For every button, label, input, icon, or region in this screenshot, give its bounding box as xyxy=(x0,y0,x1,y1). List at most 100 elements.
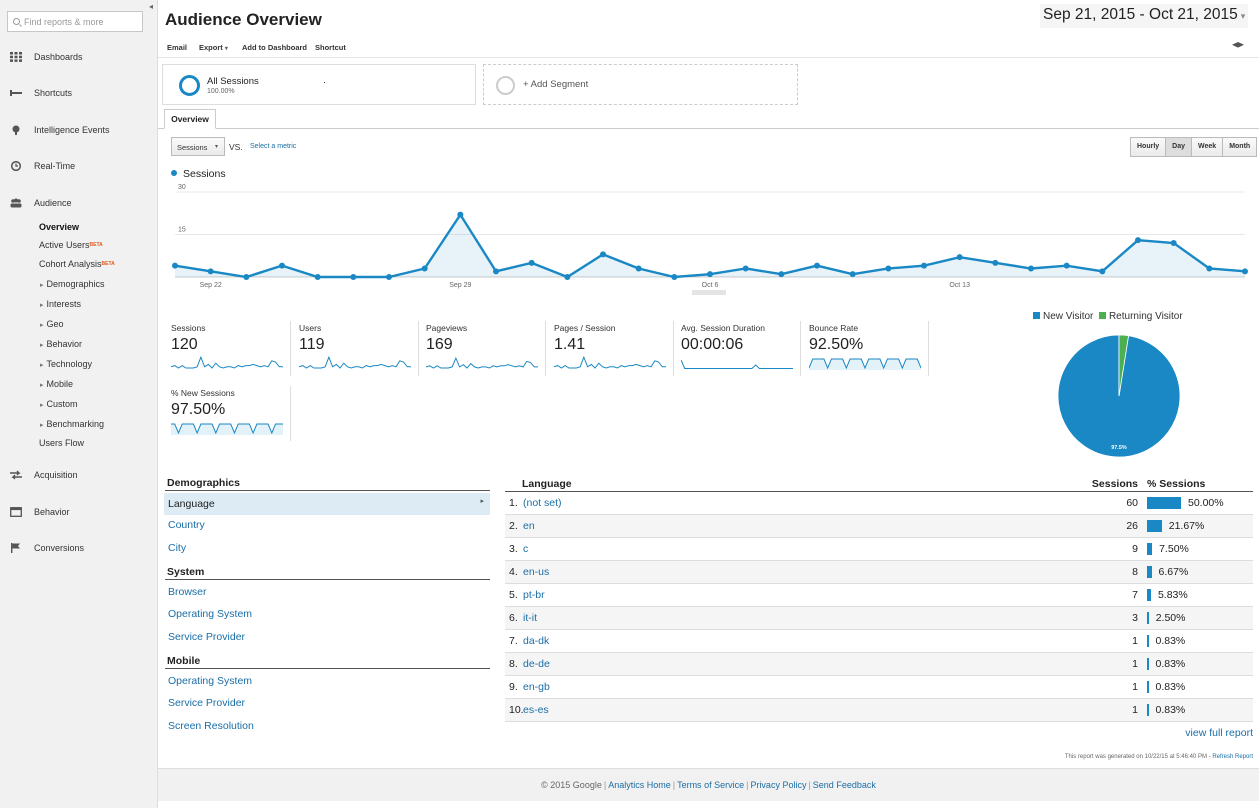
metric-card-sessions[interactable]: Sessions 120 xyxy=(165,321,291,376)
report-search-input[interactable]: Find reports & more xyxy=(7,11,143,32)
sidebar-item-benchmarking[interactable]: Benchmarking xyxy=(40,418,105,432)
interval-week-button[interactable]: Week xyxy=(1192,138,1224,156)
data-point[interactable] xyxy=(564,274,571,280)
sidebar-item-technology[interactable]: Technology xyxy=(40,358,93,372)
terms-link[interactable]: Terms of Service xyxy=(677,780,745,790)
sidebar-item-behavior[interactable]: Behavior xyxy=(40,338,83,352)
interval-day-button[interactable]: Day xyxy=(1166,138,1193,156)
refresh-report-link[interactable]: Refresh Report xyxy=(1212,754,1253,760)
data-point[interactable] xyxy=(493,268,499,275)
sidebar-item-custom[interactable]: Custom xyxy=(40,398,78,412)
shortcut-button[interactable]: Shortcut xyxy=(315,43,346,52)
language-link[interactable]: en-us xyxy=(523,566,550,578)
data-point[interactable] xyxy=(457,211,464,218)
chart-resize-handle[interactable] xyxy=(692,290,726,295)
nav-dashboards[interactable]: Dashboards xyxy=(0,47,157,67)
privacy-link[interactable]: Privacy Policy xyxy=(750,780,807,790)
language-link[interactable]: en xyxy=(523,520,535,532)
metric-card-pages-per-session[interactable]: Pages / Session 1.41 xyxy=(548,321,674,376)
date-range-picker[interactable]: Sep 21, 2015 - Oct 21, 2015 ▾ xyxy=(1040,4,1249,28)
sidebar-item-interests[interactable]: Interests xyxy=(40,298,82,312)
data-point[interactable] xyxy=(600,251,606,258)
data-point[interactable] xyxy=(207,268,214,275)
interval-hourly-button[interactable]: Hourly xyxy=(1131,138,1167,156)
data-point[interactable] xyxy=(1170,240,1177,246)
sidebar-item-active-users[interactable]: Active UsersBETA xyxy=(39,239,103,251)
nav-audience[interactable]: Audience xyxy=(0,193,157,213)
language-link[interactable]: c xyxy=(523,543,529,555)
data-point[interactable] xyxy=(386,274,392,280)
send-feedback-link[interactable]: Send Feedback xyxy=(812,780,876,790)
nav-conversions[interactable]: Conversions xyxy=(0,538,157,558)
data-point[interactable] xyxy=(707,271,713,278)
mobile-screen-resolution-link[interactable]: Screen Resolution xyxy=(168,720,254,732)
data-point[interactable] xyxy=(921,262,927,269)
sidebar-item-demographics[interactable]: Demographics xyxy=(40,278,105,292)
nav-intelligence-events[interactable]: Intelligence Events xyxy=(0,120,157,140)
system-os-link[interactable]: Operating System xyxy=(168,608,253,620)
system-service-provider-link[interactable]: Service Provider xyxy=(168,631,246,643)
data-point[interactable] xyxy=(172,262,178,269)
language-link[interactable]: da-dk xyxy=(523,635,550,647)
data-point[interactable] xyxy=(279,262,285,269)
demographics-language-item[interactable]: Language ▸ xyxy=(164,493,490,515)
data-point[interactable] xyxy=(885,265,892,272)
system-browser-link[interactable]: Browser xyxy=(168,586,207,598)
language-link[interactable]: es-es xyxy=(523,704,549,716)
metric-card-pageviews[interactable]: Pageviews 169 xyxy=(420,321,546,376)
language-link[interactable]: de-de xyxy=(523,658,550,670)
data-point[interactable] xyxy=(350,274,357,280)
language-link[interactable]: pt-br xyxy=(523,589,545,601)
data-point[interactable] xyxy=(1242,268,1248,275)
data-point[interactable] xyxy=(635,265,642,272)
nav-real-time[interactable]: Real-Time xyxy=(0,156,157,176)
graduation-cap-icon[interactable] xyxy=(1232,42,1244,48)
data-point[interactable] xyxy=(1063,262,1070,269)
sidebar-item-users-flow[interactable]: Users Flow xyxy=(39,438,85,448)
data-point[interactable] xyxy=(1099,268,1106,275)
pie-slice-returning-visitor[interactable] xyxy=(1118,334,1130,397)
data-point[interactable] xyxy=(243,274,250,280)
email-button[interactable]: Email xyxy=(167,43,188,52)
data-point[interactable] xyxy=(421,265,428,272)
data-point[interactable] xyxy=(814,262,820,269)
data-point[interactable] xyxy=(992,259,999,266)
demographics-city-link[interactable]: City xyxy=(168,542,187,554)
data-point[interactable] xyxy=(742,265,749,272)
add-to-dashboard-button[interactable]: Add to Dashboard xyxy=(242,43,307,52)
analytics-home-link[interactable]: Analytics Home xyxy=(608,780,671,790)
nav-behavior[interactable]: Behavior xyxy=(0,502,157,522)
sidebar-item-mobile[interactable]: Mobile xyxy=(40,378,74,392)
data-point[interactable] xyxy=(849,271,856,278)
view-full-report-link[interactable]: view full report xyxy=(1185,727,1253,739)
nav-shortcuts[interactable]: Shortcuts xyxy=(0,83,157,103)
data-point[interactable] xyxy=(1028,265,1034,272)
export-button[interactable]: Export ▾ xyxy=(199,43,228,52)
data-point[interactable] xyxy=(671,274,678,280)
data-point[interactable] xyxy=(956,254,963,261)
data-point[interactable] xyxy=(778,271,785,278)
sidebar-item-overview[interactable]: Overview xyxy=(39,222,80,232)
demographics-country-link[interactable]: Country xyxy=(168,519,205,531)
tab-overview[interactable]: Overview xyxy=(164,109,216,129)
data-point[interactable] xyxy=(1206,265,1213,272)
data-point[interactable] xyxy=(528,259,535,266)
data-point[interactable] xyxy=(1135,237,1141,244)
metric-card-users[interactable]: Users 119 xyxy=(293,321,419,376)
segment-all-sessions[interactable]: All Sessions 100.00% · xyxy=(162,64,476,105)
interval-month-button[interactable]: Month xyxy=(1223,138,1257,156)
metric-card-new-sessions[interactable]: % New Sessions 97.50% xyxy=(165,386,291,441)
nav-acquisition[interactable]: Acquisition xyxy=(0,465,157,485)
mobile-service-provider-link[interactable]: Service Provider xyxy=(168,697,246,709)
metric-dropdown[interactable]: Sessions ▾ xyxy=(171,137,225,156)
mobile-os-link[interactable]: Operating System xyxy=(168,675,253,687)
sidebar-item-cohort-analysis[interactable]: Cohort AnalysisBETA xyxy=(39,258,115,270)
data-point[interactable] xyxy=(314,274,321,280)
language-link[interactable]: it-it xyxy=(523,612,537,624)
add-segment-button[interactable]: + Add Segment xyxy=(483,64,798,105)
select-metric-link[interactable]: Select a metric xyxy=(250,143,297,150)
metric-card-avg-session-duration[interactable]: Avg. Session Duration 00:00:06 xyxy=(675,321,801,376)
metric-card-bounce-rate[interactable]: Bounce Rate 92.50% xyxy=(803,321,929,376)
language-link[interactable]: en-gb xyxy=(523,681,550,693)
sidebar-item-geo[interactable]: Geo xyxy=(40,318,64,332)
